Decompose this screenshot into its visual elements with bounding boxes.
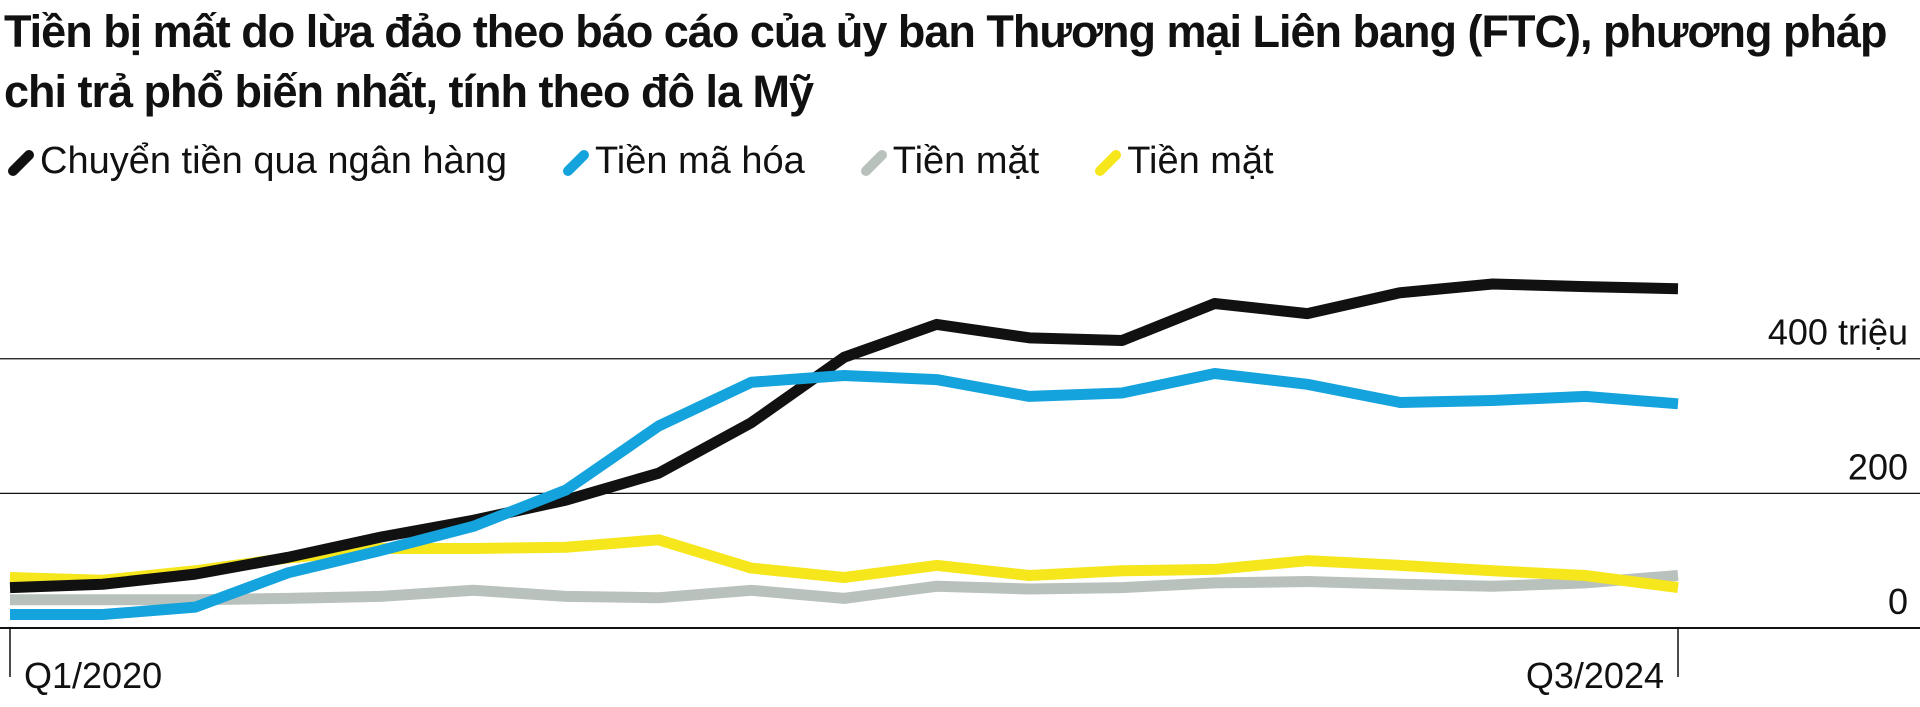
legend-label: Tiền mặt [892,140,1040,182]
legend-marker [8,149,34,176]
series-line [10,570,1679,606]
x-tick-label: Q3/2024 [1526,655,1664,696]
legend-swatch [562,149,589,176]
legend-swatch [8,149,34,176]
legend-marker [1095,149,1122,176]
series-line [9,278,1679,594]
legend-swatch [1095,149,1122,176]
legend-item: Chuyển tiền qua ngân hàng [8,140,507,183]
legend-item: Tiền mã hóa [562,140,805,183]
legend-label: Tiền mã hóa [594,140,805,182]
chart-title: Tiền bị mất do lừa đảo theo báo cáo của … [4,6,1887,117]
y-tick-label: 0 [1888,581,1908,622]
legend-marker [562,149,589,176]
series-line [10,368,1679,621]
legend-label: Chuyển tiền qua ngân hàng [40,140,507,182]
y-tick-label: 200 [1848,446,1908,487]
legend-item: Tiền mặt [1095,140,1274,183]
legend-item: Tiền mặt [860,140,1040,183]
y-tick-label: 400 triệu [1768,312,1908,353]
legend-label: Tiền mặt [1127,140,1274,182]
x-tick-label: Q1/2020 [24,655,162,696]
legend: Chuyển tiền qua ngân hàng Tiền mã hóa Tiền… [8,140,1274,183]
legend-swatch [860,149,887,176]
legend-marker [860,149,887,176]
